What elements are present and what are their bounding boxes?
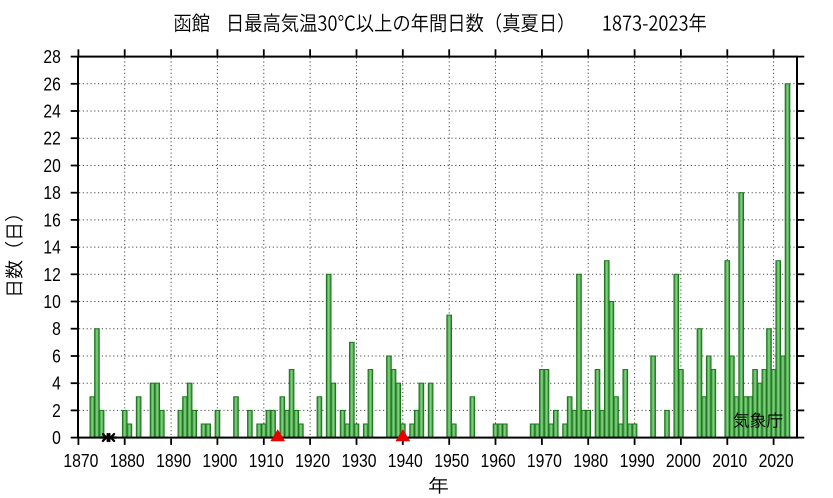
svg-text:0: 0 xyxy=(52,427,61,448)
svg-text:10: 10 xyxy=(43,291,60,312)
svg-text:28: 28 xyxy=(43,46,60,67)
svg-text:1950: 1950 xyxy=(434,451,469,471)
svg-text:16: 16 xyxy=(43,209,60,230)
svg-text:1990: 1990 xyxy=(620,451,655,471)
svg-text:8: 8 xyxy=(52,318,61,339)
svg-text:24: 24 xyxy=(43,101,60,122)
svg-text:18: 18 xyxy=(43,182,60,203)
svg-text:22: 22 xyxy=(43,128,60,149)
svg-text:2000: 2000 xyxy=(666,451,701,471)
svg-text:20: 20 xyxy=(43,155,60,176)
svg-text:1910: 1910 xyxy=(249,451,284,471)
svg-text:1970: 1970 xyxy=(527,451,562,471)
svg-text:12: 12 xyxy=(43,264,60,285)
svg-text:6: 6 xyxy=(52,346,61,367)
svg-text:1980: 1980 xyxy=(573,451,608,471)
svg-text:1900: 1900 xyxy=(202,451,237,471)
svg-text:1870: 1870 xyxy=(63,451,98,471)
svg-text:14: 14 xyxy=(43,237,60,258)
svg-text:1880: 1880 xyxy=(110,451,145,471)
svg-text:1940: 1940 xyxy=(388,451,423,471)
svg-text:1920: 1920 xyxy=(295,451,330,471)
svg-text:2020: 2020 xyxy=(759,451,794,471)
svg-text:2010: 2010 xyxy=(712,451,747,471)
svg-text:26: 26 xyxy=(43,73,60,94)
svg-text:4: 4 xyxy=(52,373,61,394)
svg-text:1960: 1960 xyxy=(481,451,516,471)
svg-text:1930: 1930 xyxy=(342,451,377,471)
svg-text:2: 2 xyxy=(52,400,61,421)
svg-text:1890: 1890 xyxy=(156,451,191,471)
